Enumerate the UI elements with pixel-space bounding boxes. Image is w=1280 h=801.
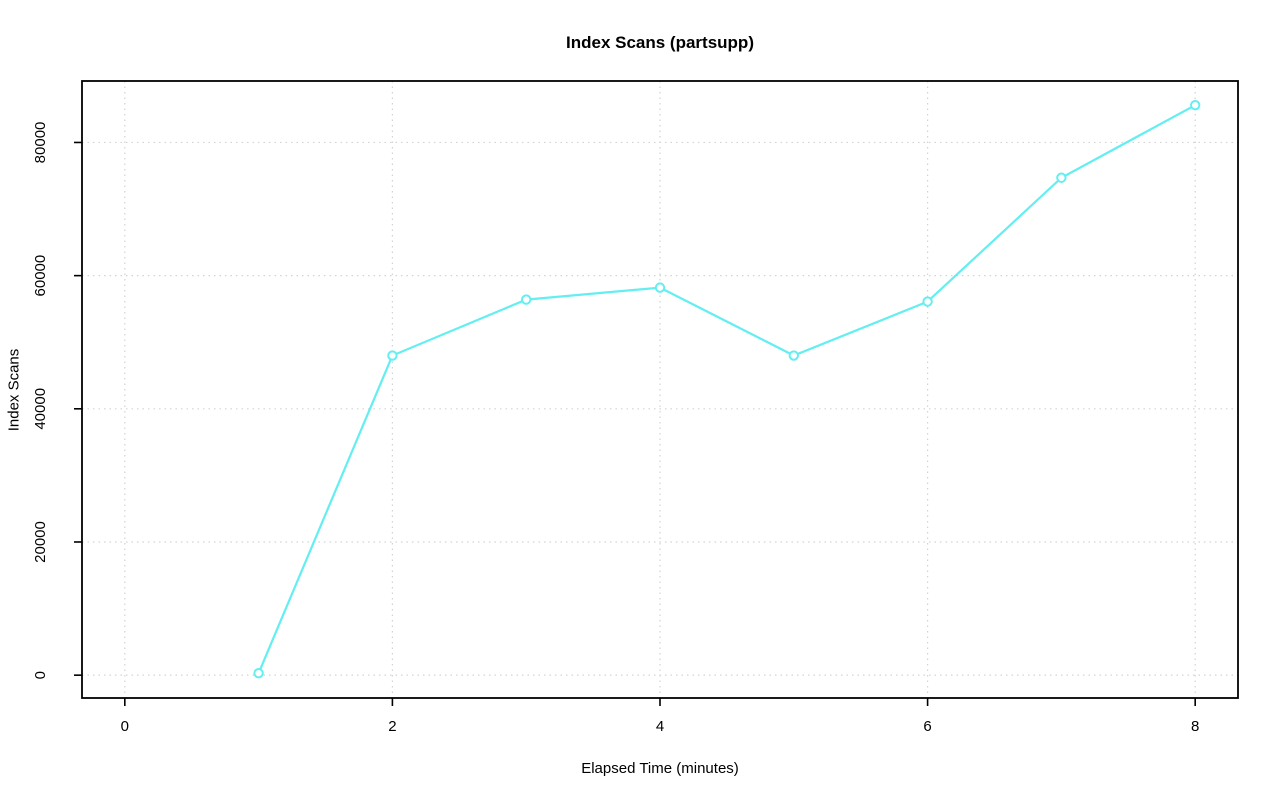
x-axis-title: Elapsed Time (minutes)	[581, 760, 739, 777]
data-point	[788, 350, 799, 361]
x-tick-label: 6	[923, 718, 931, 735]
y-axis-title: Index Scans	[5, 348, 23, 432]
x-tick-label: 4	[656, 718, 664, 735]
data-point	[1189, 99, 1201, 111]
chart-title: Index Scans (partsupp)	[566, 33, 754, 52]
series-line	[257, 104, 1197, 675]
y-tick-label: 0	[32, 671, 49, 679]
data-point	[521, 294, 532, 305]
data-point	[253, 667, 264, 679]
x-tick-label: 0	[121, 718, 129, 735]
data-point	[654, 282, 666, 293]
y-tick-label: 20000	[32, 521, 49, 563]
x-tick-label: 2	[388, 718, 396, 735]
data-point	[1056, 172, 1067, 183]
y-tick-label: 60000	[32, 255, 49, 297]
y-tick-label: 40000	[32, 388, 49, 430]
y-tick-label: 80000	[32, 122, 49, 164]
x-tick-label: 8	[1191, 718, 1199, 735]
data-point	[387, 350, 398, 361]
data-point	[922, 296, 933, 307]
